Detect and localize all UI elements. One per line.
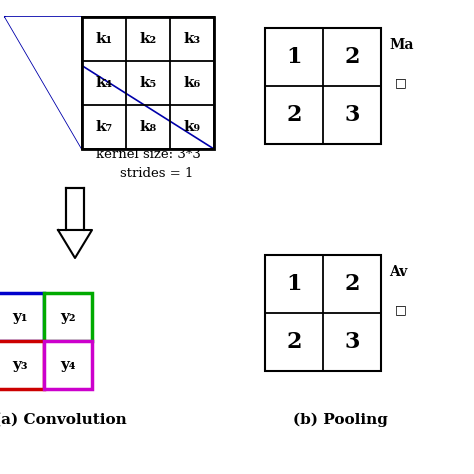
Text: 2: 2 <box>344 46 360 68</box>
Text: kernel size: 3*3
    strides = 1: kernel size: 3*3 strides = 1 <box>96 148 201 180</box>
Bar <box>265 255 381 371</box>
Text: Av: Av <box>389 265 407 279</box>
Bar <box>44 341 92 389</box>
Text: k₉: k₉ <box>183 120 201 134</box>
Text: Ma: Ma <box>389 38 413 52</box>
Text: k₁: k₁ <box>95 32 112 46</box>
Text: 2: 2 <box>286 104 302 126</box>
Text: 1: 1 <box>286 46 302 68</box>
Text: 3: 3 <box>344 331 360 353</box>
Bar <box>66 188 84 230</box>
Text: k₈: k₈ <box>139 120 156 134</box>
Text: y₂: y₂ <box>60 310 76 324</box>
Text: y₃: y₃ <box>12 358 28 372</box>
Text: k₅: k₅ <box>139 76 156 90</box>
Bar <box>0 293 44 341</box>
Text: k₆: k₆ <box>183 76 201 90</box>
Bar <box>0 341 44 389</box>
Bar <box>82 17 214 149</box>
Text: □: □ <box>395 303 407 317</box>
Text: y₄: y₄ <box>60 358 76 372</box>
Text: y₁: y₁ <box>12 310 28 324</box>
Polygon shape <box>58 230 92 258</box>
Text: k₃: k₃ <box>183 32 201 46</box>
Polygon shape <box>5 17 82 149</box>
Text: k₇: k₇ <box>95 120 112 134</box>
Text: 2: 2 <box>344 273 360 295</box>
Bar <box>44 293 92 341</box>
Text: (a) Convolution: (a) Convolution <box>0 413 127 427</box>
Bar <box>265 28 381 144</box>
Text: (b) Pooling: (b) Pooling <box>292 413 387 427</box>
Text: k₄: k₄ <box>95 76 112 90</box>
Text: k₂: k₂ <box>139 32 156 46</box>
Text: 3: 3 <box>344 104 360 126</box>
Text: 1: 1 <box>286 273 302 295</box>
Text: 2: 2 <box>286 331 302 353</box>
Text: □: □ <box>395 76 407 90</box>
